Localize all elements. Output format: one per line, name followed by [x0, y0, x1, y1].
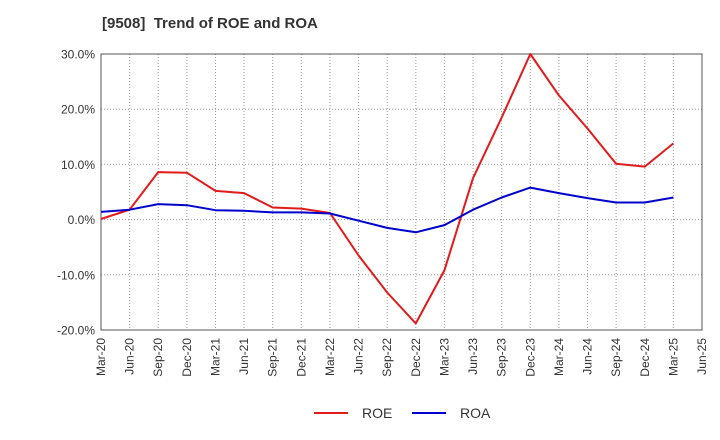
x-tick-label: Jun-22 — [352, 338, 366, 375]
legend-item-roe: ROE — [314, 405, 392, 421]
x-tick-label: Mar-25 — [666, 338, 680, 376]
legend-label-roa: ROA — [460, 405, 491, 421]
x-tick-label: Dec-24 — [638, 338, 652, 377]
x-tick-label: Dec-22 — [409, 338, 423, 377]
x-tick-label: Sep-23 — [495, 338, 509, 377]
x-tick-label: Sep-24 — [609, 338, 623, 377]
series-line-roa — [100, 186, 674, 234]
y-tick-label: 10.0% — [61, 158, 95, 172]
y-tick-label: 30.0% — [61, 48, 95, 62]
x-tick-label: Mar-20 — [94, 338, 108, 376]
x-tick-label: Jun-20 — [123, 338, 137, 375]
legend-line-roa — [412, 412, 446, 414]
y-tick-label: -10.0% — [57, 268, 95, 282]
legend-item-roa: ROA — [412, 405, 490, 421]
x-tick-label: Sep-22 — [380, 338, 394, 377]
x-tick-label: Dec-23 — [523, 338, 537, 377]
y-tick-label: 0.0% — [68, 213, 96, 227]
x-tick-label: Mar-23 — [437, 338, 451, 376]
x-tick-label: Jun-23 — [466, 338, 480, 375]
x-tick-label: Dec-21 — [294, 338, 308, 377]
x-tick-label: Mar-22 — [323, 338, 337, 376]
x-tick-label: Jun-24 — [581, 338, 595, 375]
legend-line-roe — [314, 412, 348, 414]
plot-area — [101, 54, 702, 330]
plot-border — [100, 53, 703, 331]
chart-legend: ROE ROA — [0, 405, 720, 425]
x-tick-label: Dec-20 — [180, 338, 194, 377]
x-tick-label: Sep-20 — [151, 338, 165, 377]
series-line-roe — [100, 53, 675, 325]
chart-title: [9508] Trend of ROE and ROA — [102, 15, 318, 32]
y-tick-label: 20.0% — [61, 103, 95, 117]
x-tick-label: Sep-21 — [266, 338, 280, 377]
x-tick-label: Mar-21 — [208, 338, 222, 376]
x-tick-label: Jun-21 — [237, 338, 251, 375]
x-tick-label: Mar-24 — [552, 338, 566, 376]
x-tick-label: Jun-25 — [695, 338, 709, 375]
y-tick-label: -20.0% — [57, 324, 95, 338]
legend-label-roe: ROE — [362, 405, 393, 421]
